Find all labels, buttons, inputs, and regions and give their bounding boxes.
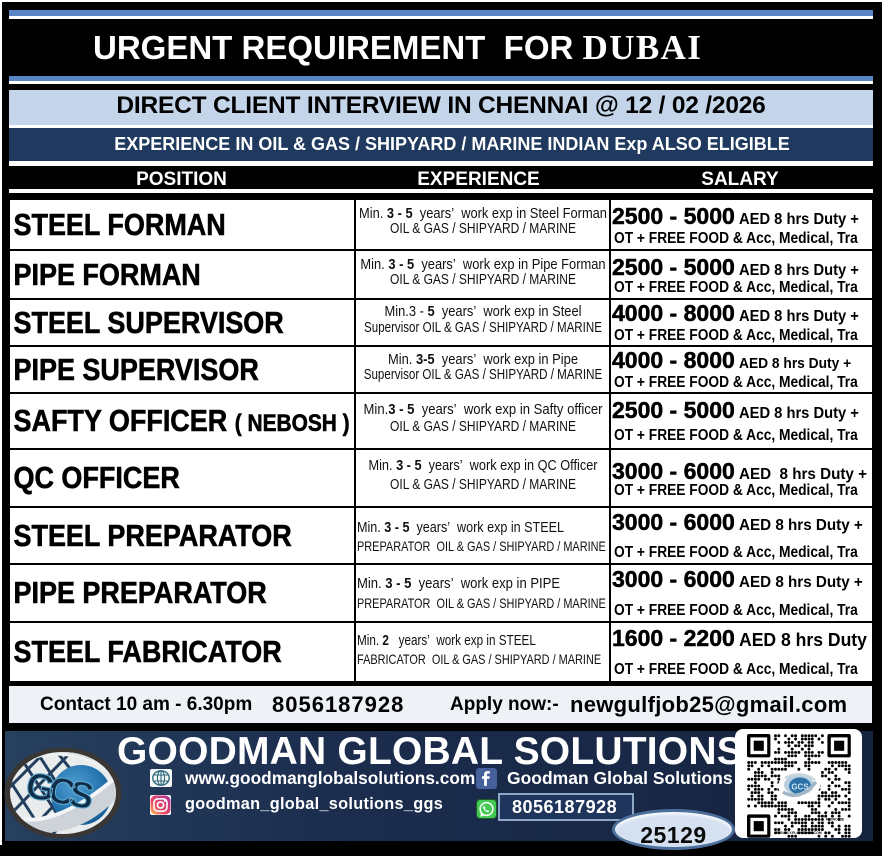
svg-text:FLOWCODE: FLOWCODE — [826, 818, 845, 822]
svg-text:GCS: GCS — [791, 783, 809, 792]
